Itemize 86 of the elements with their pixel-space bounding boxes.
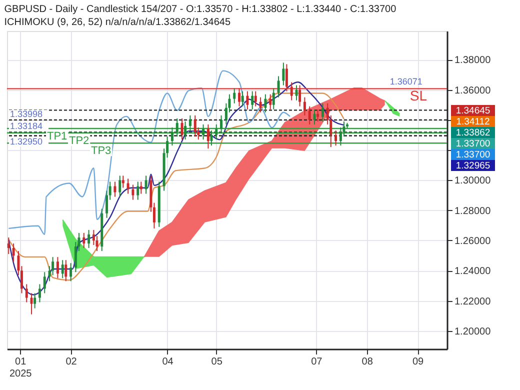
candlestick xyxy=(114,181,116,198)
text: 1.34645 xyxy=(456,106,490,116)
candlestick xyxy=(282,62,285,86)
x-tick-label: 09 xyxy=(412,356,424,368)
candlestick xyxy=(30,292,33,315)
y-tick-label: 1.24000 xyxy=(454,266,492,278)
candlestick xyxy=(56,256,59,279)
candlestick xyxy=(25,284,28,303)
ref-line-label: SL xyxy=(410,88,428,104)
x-tick-label: 05 xyxy=(211,356,223,368)
candlestick xyxy=(303,96,306,116)
candlestick xyxy=(82,232,86,249)
candlestick xyxy=(215,124,218,140)
candlestick xyxy=(88,229,90,249)
candlestick xyxy=(180,118,184,140)
annotation: 1.36071 xyxy=(390,76,422,87)
candlestick xyxy=(220,114,223,134)
candlestick xyxy=(184,120,187,140)
text: 1.33700 xyxy=(456,138,490,150)
chart-title: GBPUSD - Daily - Candlestick 154/207 - O:1.33570 - H:1.33802 - L:1.33440 - C:1.33700 xyxy=(4,4,397,15)
text: 1.33700 xyxy=(456,150,490,160)
ref-line-label: 1.33998 xyxy=(10,108,43,119)
x-tick-label: 07 xyxy=(311,356,323,368)
candlestick xyxy=(202,124,205,140)
candlestick xyxy=(272,88,275,110)
candlestick xyxy=(132,184,134,200)
y-tick-label: 1.22000 xyxy=(454,296,492,308)
x-tick-label: 08 xyxy=(362,356,374,368)
line-series xyxy=(8,70,291,236)
candlestick xyxy=(12,243,15,262)
x-tick-label: 02 xyxy=(66,356,78,368)
y-tick-label: 1.30000 xyxy=(454,176,492,187)
text: 1.33862 xyxy=(456,128,490,138)
candlestick xyxy=(251,90,254,110)
candlestick xyxy=(295,84,298,101)
ref-line-label: TP2 xyxy=(69,134,90,147)
candlestick xyxy=(61,260,64,279)
candlestick xyxy=(70,262,72,282)
candlestick xyxy=(264,94,267,113)
candlestick xyxy=(206,124,210,150)
x-tick-label: 04 xyxy=(162,356,174,368)
candlestick xyxy=(334,130,338,146)
y-tick-label: 1.36000 xyxy=(454,85,492,96)
y-tick-label: 1.26000 xyxy=(454,236,492,247)
candlestick xyxy=(321,102,324,122)
candlestick xyxy=(233,88,236,104)
x-tick-label: 01 2025 xyxy=(9,356,32,380)
candlestick xyxy=(7,236,10,255)
candlestick xyxy=(38,284,41,303)
candlestick xyxy=(269,94,272,110)
chart-subtitle: ICHIMOKU (9, 26, 52) n/a/n/a/n/a/1.33862/1.34645 xyxy=(4,17,231,28)
candlestick xyxy=(316,108,320,122)
ref-line-label: TP3 xyxy=(91,145,112,158)
y-tick-label: 1.20000 xyxy=(454,326,492,338)
candlestick xyxy=(241,90,244,107)
candlestick xyxy=(64,260,68,282)
ref-line-label: 1.32950 xyxy=(10,136,43,147)
candlestick xyxy=(140,181,142,194)
ref-line-label: 1.33184 xyxy=(10,121,43,132)
candlestick xyxy=(118,175,122,198)
candlestick xyxy=(254,90,257,107)
candlestick xyxy=(308,106,311,125)
candlestick xyxy=(313,108,316,125)
candlestick xyxy=(188,114,192,131)
candlestick xyxy=(176,118,178,137)
candlestick xyxy=(43,272,46,294)
candlestick xyxy=(34,292,36,309)
candlestick xyxy=(122,175,124,188)
candlestick xyxy=(285,64,288,92)
candlestick xyxy=(210,130,213,146)
candlestick xyxy=(298,84,302,107)
candlestick xyxy=(194,114,196,137)
candlestick xyxy=(170,126,174,146)
candlestick xyxy=(290,82,293,101)
candlestick xyxy=(246,90,249,110)
candlestick xyxy=(126,178,130,194)
candlestick xyxy=(277,76,280,98)
ref-line-label: TP1 xyxy=(47,130,68,143)
candlestick xyxy=(144,175,148,194)
candlestick xyxy=(136,181,140,200)
text: 1.34112 xyxy=(456,116,490,128)
candlestick xyxy=(238,88,241,107)
y-tick-label: 1.28000 xyxy=(454,206,492,217)
y-tick-label: 1.38000 xyxy=(454,55,492,66)
text: 1.32965 xyxy=(456,160,490,172)
candlestick xyxy=(259,96,262,113)
